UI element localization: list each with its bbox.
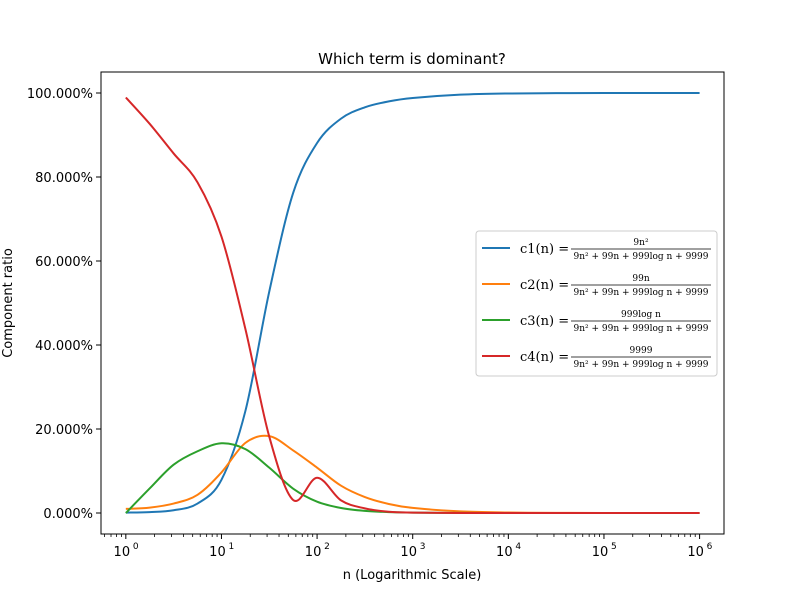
x-tick-exponent: 2 xyxy=(324,542,330,552)
legend-denominator-c4: 9n² + 99n + 999log n + 9999 xyxy=(574,360,709,370)
x-tick-exponent: 0 xyxy=(133,542,139,552)
y-tick-label: 100.000% xyxy=(27,87,93,102)
y-tick-label: 0.000% xyxy=(43,507,93,522)
series-line-c4 xyxy=(125,96,700,515)
legend-numerator-c2: 99n xyxy=(632,274,649,284)
legend-label-c4: c4(n) = xyxy=(520,350,569,365)
legend-label-c1: c1(n) = xyxy=(520,242,569,257)
legend-denominator-c1: 9n² + 99n + 999log n + 9999 xyxy=(574,252,709,262)
x-tick-label: 10 xyxy=(592,545,609,560)
x-axis: 10 0 10 1 10 2 10 3 10 4 10 5 10 6 xyxy=(104,534,713,560)
x-tick-label: 10 xyxy=(687,545,704,560)
x-tick-exponent: 1 xyxy=(228,542,234,552)
y-tick-label: 80.000% xyxy=(35,171,93,186)
legend-numerator-c3: 999log n xyxy=(621,310,661,320)
legend-label-c3: c3(n) = xyxy=(520,314,569,329)
legend: c1(n) = 9n² 9n² + 99n + 999log n + 9999 c2(… xyxy=(475,230,718,377)
legend-denominator-c3: 9n² + 99n + 999log n + 9999 xyxy=(574,324,709,334)
x-tick-label: 10 xyxy=(496,545,513,560)
x-tick-exponent: 3 xyxy=(420,542,426,552)
plot-area xyxy=(100,71,725,535)
x-tick-label: 10 xyxy=(400,545,417,560)
x-tick-exponent: 4 xyxy=(515,542,521,552)
legend-label-c2: c2(n) = xyxy=(520,278,569,293)
x-axis-label: n (Logarithmic Scale) xyxy=(343,568,482,583)
y-axis: 0.000% 20.000% 40.000% 60.000% 80.000% 100.00… xyxy=(27,87,101,522)
x-tick-label: 10 xyxy=(209,545,226,560)
legend-numerator-c4: 9999 xyxy=(630,346,653,356)
x-tick-exponent: 5 xyxy=(611,542,617,552)
x-tick-label: 10 xyxy=(114,545,131,560)
x-tick-exponent: 6 xyxy=(707,542,713,552)
legend-denominator-c2: 9n² + 99n + 999log n + 9999 xyxy=(574,288,709,298)
legend-box xyxy=(475,230,718,377)
y-axis-label: Component ratio xyxy=(1,248,16,358)
series-line-c1 xyxy=(125,92,700,514)
chart-title: Which term is dominant? xyxy=(318,50,506,68)
legend-numerator-c1: 9n² xyxy=(633,238,649,248)
y-tick-label: 40.000% xyxy=(35,339,93,354)
y-tick-label: 60.000% xyxy=(35,255,93,270)
y-tick-label: 20.000% xyxy=(35,423,93,438)
x-tick-label: 10 xyxy=(305,545,322,560)
